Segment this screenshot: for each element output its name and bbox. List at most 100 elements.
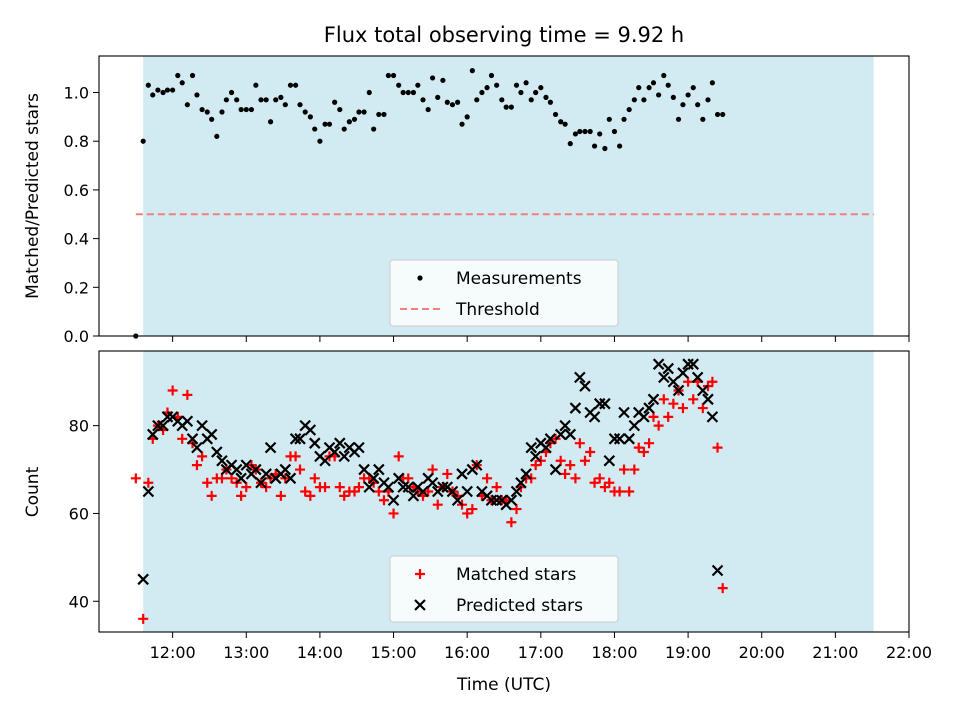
top-series-0-point-113 bbox=[690, 85, 696, 91]
top-series-0-point-52 bbox=[390, 72, 397, 79]
bottom-series-1-point-84 bbox=[549, 463, 562, 476]
bottom-series-0-point-32 bbox=[290, 451, 301, 462]
top-series-0-point-118 bbox=[714, 111, 721, 118]
bottom-series-0-point-33 bbox=[295, 464, 306, 475]
top-series-0-point-2 bbox=[145, 82, 151, 88]
top-series-0-point-23 bbox=[248, 106, 255, 113]
bottom-series-1-point-23 bbox=[250, 463, 262, 476]
bottom-series-1-point-94 bbox=[599, 397, 611, 410]
bottom-series-1-point-76 bbox=[510, 485, 523, 498]
bottom-series-0-point-19 bbox=[226, 473, 237, 484]
bottom-series-1-point-68 bbox=[470, 459, 483, 471]
bottom-series-0-point-38 bbox=[320, 482, 331, 493]
bottom-series-1-point-85 bbox=[554, 428, 567, 441]
bottom-series-1-point-39 bbox=[328, 446, 341, 458]
bottom-series-0-point-14 bbox=[202, 477, 213, 488]
bottom-series-1-point-20 bbox=[235, 472, 247, 485]
bottom-series-1-point-55 bbox=[407, 490, 420, 502]
top-series-0-point-37 bbox=[317, 138, 323, 144]
top-series-0-point-6 bbox=[164, 87, 171, 93]
bottom-series-0-point-76 bbox=[506, 517, 517, 528]
top-ytick-label-3: 0.6 bbox=[64, 181, 89, 200]
top-series-0-point-16 bbox=[214, 133, 220, 139]
xtick-label-7: 19:00 bbox=[665, 643, 711, 662]
bottom-series-0-point-29 bbox=[275, 490, 286, 501]
bottom-series-1-point-19 bbox=[230, 463, 243, 476]
xtick-label-3: 15:00 bbox=[370, 643, 416, 662]
top-series-0-point-59 bbox=[425, 106, 431, 113]
bottom-series-0-point-13 bbox=[197, 451, 208, 462]
top-series-0-point-111 bbox=[680, 102, 686, 108]
x-axis-label: Time (UTC) bbox=[456, 675, 551, 695]
top-series-0-point-89 bbox=[572, 131, 579, 137]
top-series-0-point-3 bbox=[150, 92, 156, 98]
top-series-0-point-60 bbox=[429, 75, 436, 81]
top-series-0-point-93 bbox=[591, 143, 598, 149]
top-series-0-point-63 bbox=[444, 99, 450, 105]
top-series-0-point-21 bbox=[238, 106, 244, 113]
bottom-series-1-point-89 bbox=[574, 371, 586, 384]
top-series-0-point-103 bbox=[641, 97, 647, 103]
top-series-0-point-90 bbox=[577, 128, 583, 135]
top-series-0-point-70 bbox=[479, 89, 485, 96]
bottom-series-1-point-11 bbox=[191, 441, 203, 454]
top-series-0-point-98 bbox=[617, 143, 623, 149]
top-series-0-point-106 bbox=[656, 92, 662, 98]
legend-swatch-top-0 bbox=[417, 275, 423, 281]
bottom-series-1-point-51 bbox=[387, 494, 400, 507]
bottom-series-1-point-63 bbox=[446, 485, 459, 498]
top-series-0-point-56 bbox=[410, 89, 417, 96]
bottom-series-0-point-41 bbox=[334, 482, 345, 493]
top-series-0-point-101 bbox=[631, 97, 637, 103]
bottom-series-1-point-14 bbox=[205, 428, 218, 441]
bottom-series-1-point-98 bbox=[618, 406, 630, 419]
bottom-series-1-point-112 bbox=[687, 358, 700, 370]
top-series-0-point-30 bbox=[282, 102, 288, 108]
top-series-0-point-74 bbox=[499, 97, 505, 103]
bottom-series-0-point-106 bbox=[653, 420, 664, 431]
top-series-0-point-14 bbox=[204, 109, 210, 115]
top-series-0-point-53 bbox=[396, 82, 402, 88]
top-ytick-label-1: 0.2 bbox=[64, 278, 89, 297]
bottom-series-1-point-44 bbox=[353, 441, 365, 454]
bottom-series-1-point-75 bbox=[505, 494, 518, 507]
top-series-0-point-27 bbox=[267, 119, 274, 125]
xtick-label-1: 13:00 bbox=[223, 643, 269, 662]
bottom-series-1-point-16 bbox=[216, 454, 228, 467]
top-series-0-point-107 bbox=[661, 72, 667, 79]
bottom-series-1-point-100 bbox=[628, 419, 641, 432]
top-series-0-point-99 bbox=[621, 116, 627, 122]
bottom-series-0-point-49 bbox=[373, 486, 384, 497]
top-series-0-point-65 bbox=[455, 99, 461, 105]
bottom-series-1-point-10 bbox=[186, 433, 199, 445]
bottom-series-0-point-61 bbox=[432, 499, 443, 510]
bottom-series-1-point-110 bbox=[677, 367, 689, 379]
top-series-0-point-10 bbox=[184, 102, 190, 108]
top-series-0-point-4 bbox=[155, 87, 161, 93]
top-series-0-point-12 bbox=[194, 92, 200, 98]
bottom-series-1-point-48 bbox=[373, 463, 385, 476]
bottom-series-0-point-87 bbox=[560, 468, 571, 479]
top-series-0-point-92 bbox=[587, 128, 593, 135]
bottom-series-1-point-57 bbox=[417, 485, 429, 498]
bottom-series-0-point-118 bbox=[712, 442, 723, 453]
bottom-series-0-point-12 bbox=[191, 460, 202, 471]
top-series-0-point-77 bbox=[513, 82, 520, 88]
bottom-series-0-point-103 bbox=[638, 446, 649, 457]
bottom-series-0-point-119 bbox=[717, 583, 728, 594]
bottom-ytick-label-2: 80 bbox=[69, 417, 89, 436]
bottom-series-1-point-40 bbox=[334, 437, 346, 449]
top-series-0-point-44 bbox=[351, 116, 358, 122]
bottom-series-1-point-9 bbox=[181, 415, 194, 428]
top-series-0-point-81 bbox=[533, 89, 539, 96]
top-series-0-point-41 bbox=[337, 106, 343, 113]
top-ytick-label-4: 0.8 bbox=[64, 132, 89, 151]
bottom-series-0-point-104 bbox=[644, 438, 655, 449]
bottom-series-1-point-0 bbox=[137, 573, 149, 586]
top-series-0-point-22 bbox=[243, 106, 249, 113]
top-series-0-point-26 bbox=[263, 97, 269, 103]
bottom-series-1-point-15 bbox=[211, 446, 223, 458]
top-series-0-point-75 bbox=[503, 104, 509, 110]
top-series-0-point-62 bbox=[440, 77, 446, 83]
bottom-series-1-point-12 bbox=[196, 419, 208, 432]
